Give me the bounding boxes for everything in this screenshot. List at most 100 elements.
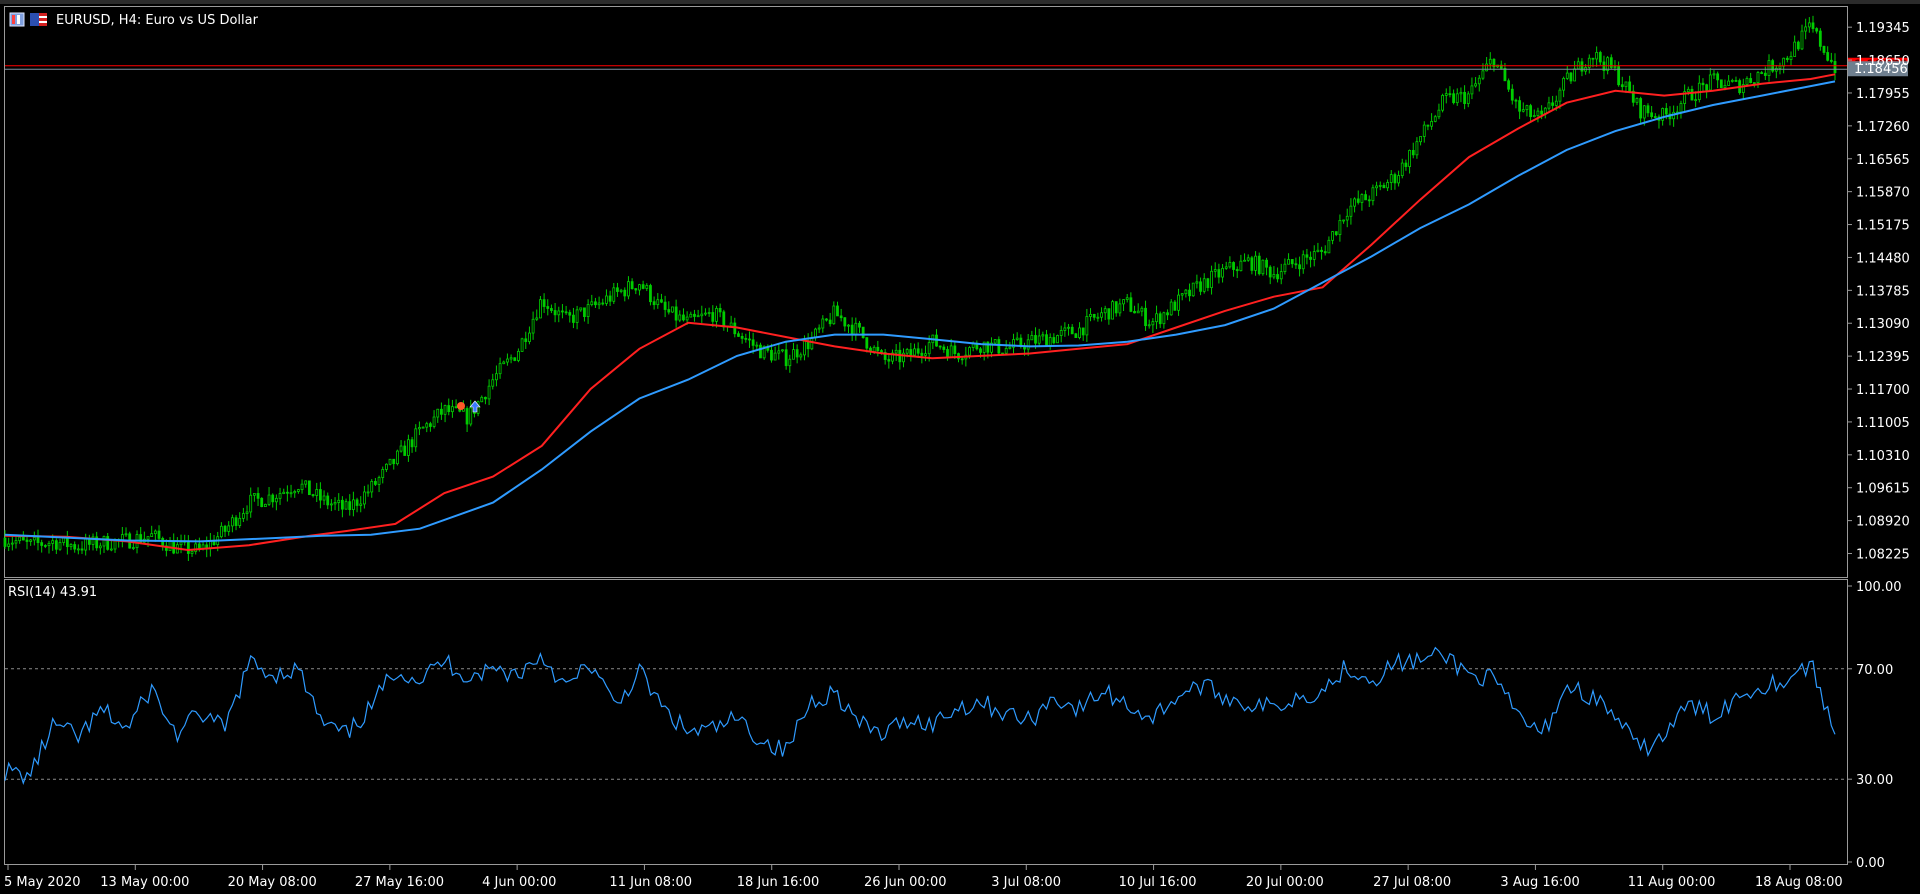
candle-body <box>1686 88 1690 93</box>
candle-body <box>586 304 590 317</box>
candle-body <box>1800 30 1804 50</box>
price-panel-frame[interactable] <box>4 6 1848 578</box>
candle-body <box>1554 100 1558 106</box>
candle-body <box>326 495 330 506</box>
candle-body <box>905 349 909 354</box>
candle-body <box>744 337 748 340</box>
candle-body <box>1092 313 1096 318</box>
candle-body <box>300 483 304 490</box>
candle-body <box>531 318 535 334</box>
candle-body <box>1221 267 1224 278</box>
candle-body <box>1609 57 1613 68</box>
candle-body <box>1334 231 1338 235</box>
candle-body <box>616 287 619 292</box>
candle-body <box>256 493 260 499</box>
candle-body <box>539 299 542 319</box>
candle-body <box>1059 330 1063 336</box>
candle-body <box>689 313 693 318</box>
candle-body <box>836 305 839 317</box>
candle-body <box>1437 109 1441 118</box>
price-ytick-label: 1.08920 <box>1856 515 1910 530</box>
candle-body <box>1364 194 1367 201</box>
candle-body <box>1815 28 1819 32</box>
candle-body <box>1085 316 1089 336</box>
candle-body <box>535 317 539 320</box>
candle-body <box>546 306 550 309</box>
xtick-label: 10 Jul 16:00 <box>1119 875 1197 890</box>
candle-body <box>1518 100 1522 112</box>
candle-body <box>810 337 814 350</box>
candle-body <box>351 499 355 511</box>
trade-entry-marker[interactable] <box>457 400 481 413</box>
candle-body <box>381 469 385 478</box>
candle-body <box>1558 89 1562 102</box>
candle-body <box>1620 84 1624 88</box>
xtick-label: 4 Jun 00:00 <box>482 875 556 890</box>
candle-body <box>1752 82 1756 84</box>
candle-body <box>627 281 630 297</box>
candle-body <box>612 287 616 302</box>
candle-body <box>1716 73 1720 81</box>
candle-body <box>982 341 986 353</box>
candle-body <box>469 407 473 425</box>
candle-body <box>87 538 91 545</box>
candle-body <box>605 295 608 304</box>
candle-body <box>1499 64 1503 69</box>
candle-body <box>1664 108 1668 115</box>
candle-body <box>289 492 293 495</box>
chart-window-icon <box>9 12 25 27</box>
candle-body <box>1202 278 1206 292</box>
candle-body <box>949 345 953 358</box>
candle-body <box>575 309 579 323</box>
price-ytick-label: 1.13090 <box>1856 317 1910 332</box>
bid-price-label: 1.18456 <box>1854 62 1908 77</box>
candle-body <box>946 349 949 358</box>
candle-body <box>979 348 982 353</box>
moving-average-slow-line[interactable] <box>4 80 1836 543</box>
candle-body <box>1118 303 1122 314</box>
candle-body <box>594 301 597 306</box>
candle-body <box>54 540 58 550</box>
candle-body <box>1151 321 1155 326</box>
candle-body <box>377 477 381 485</box>
candle-body <box>1701 82 1705 86</box>
candle-body <box>1371 187 1375 202</box>
moving-average-fast-line[interactable] <box>4 73 1836 552</box>
candle-body <box>1294 263 1298 266</box>
candle-body <box>1756 72 1760 84</box>
rsi-ytick-label: 0.00 <box>1856 856 1885 871</box>
xtick-label: 20 May 08:00 <box>228 875 317 890</box>
candle-body <box>443 405 447 415</box>
candle-body <box>1569 72 1573 82</box>
candle-body <box>219 525 223 538</box>
candle-body <box>1536 110 1540 116</box>
candle-body <box>267 494 271 505</box>
candle-body <box>1595 52 1599 60</box>
candle-body <box>451 406 454 413</box>
candle-body <box>1741 84 1745 94</box>
price-ytick-label: 1.08225 <box>1856 548 1910 563</box>
candle-body <box>513 357 517 361</box>
candle-body <box>722 311 726 328</box>
candle-body <box>1210 270 1213 288</box>
candle-body <box>788 358 792 367</box>
indicator-panel-frame[interactable] <box>4 579 1848 865</box>
candle-body <box>304 480 308 485</box>
candle-body <box>1822 45 1826 53</box>
candle-body <box>1532 115 1536 118</box>
candle-body <box>1690 88 1694 101</box>
rsi-line[interactable] <box>4 646 1836 786</box>
candle-body <box>124 533 128 536</box>
candle-body <box>1177 294 1180 311</box>
candle-body <box>1375 185 1378 189</box>
candle-body <box>271 494 275 503</box>
candle-body <box>392 458 396 465</box>
candle-body <box>1063 327 1067 331</box>
candle-body <box>1503 67 1507 82</box>
candle-body <box>1078 327 1081 338</box>
candle-body <box>370 480 374 493</box>
candle-body <box>1408 150 1411 167</box>
candle-body <box>1393 174 1397 184</box>
candle-body <box>1565 72 1569 79</box>
